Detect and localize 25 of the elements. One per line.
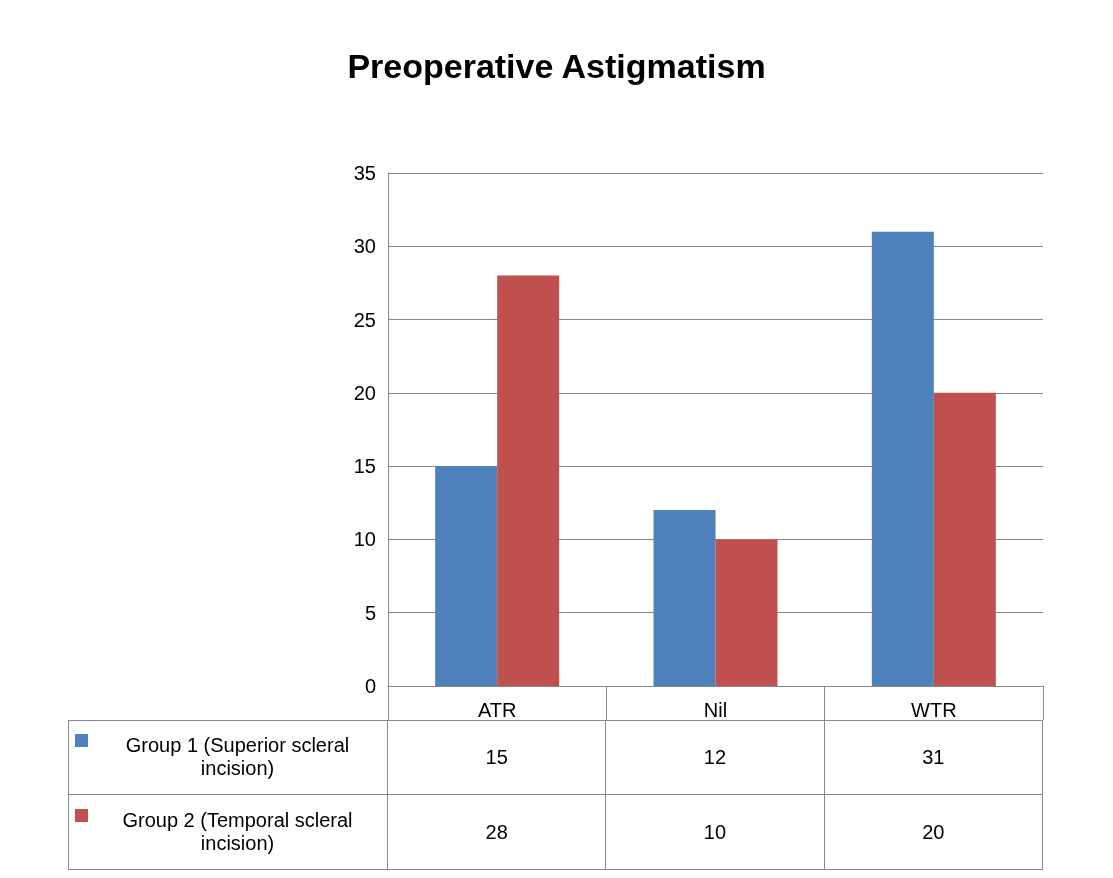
legend-label: Group 2 (Temporal scleral incision) (121, 809, 354, 855)
y-tick-label: 30 (353, 235, 376, 258)
legend-label: Group 1 (Superior scleral incision) (124, 734, 351, 780)
bar (653, 510, 716, 686)
data-label: 31 (824, 720, 1043, 795)
data-label: 10 (606, 795, 825, 870)
x-tick-label: WTR (911, 699, 957, 721)
y-tick-label: 5 (364, 601, 376, 624)
x-tick-label: ATR (477, 699, 517, 721)
data-label: 28 (388, 795, 607, 870)
chart-title: Preoperative Astigmatism (347, 47, 766, 85)
y-tick-label: 20 (353, 381, 376, 404)
bar (871, 231, 934, 686)
y-tick-label: 0 (364, 675, 376, 697)
y-tick-label: 10 (353, 528, 376, 551)
bar (497, 275, 560, 686)
bar (715, 539, 778, 686)
data-label: 20 (824, 795, 1043, 870)
y-tick-label: 15 (353, 455, 376, 478)
y-tick-label: 35 (353, 162, 376, 184)
data-label: 12 (606, 720, 825, 795)
y-tick-label: 25 (353, 308, 376, 331)
bar (933, 392, 996, 686)
x-tick-label: Nil (703, 699, 728, 721)
bar (435, 466, 498, 686)
